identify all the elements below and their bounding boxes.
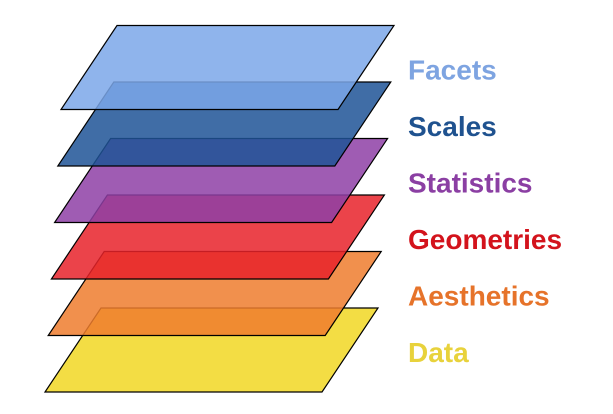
layer-label-facets: Facets [408,55,497,86]
layer-label-geometries: Geometries [408,224,562,255]
layer-label-scales: Scales [408,111,497,142]
layer-label-aesthetics: Aesthetics [408,281,550,312]
layer-label-statistics: Statistics [408,168,533,199]
layer-plane-facets [59,24,396,111]
layer-label-data: Data [408,337,469,368]
layer-planes [43,24,396,393]
layer-labels: Data Aesthetics Geometries Statistics Scales… [408,55,562,369]
